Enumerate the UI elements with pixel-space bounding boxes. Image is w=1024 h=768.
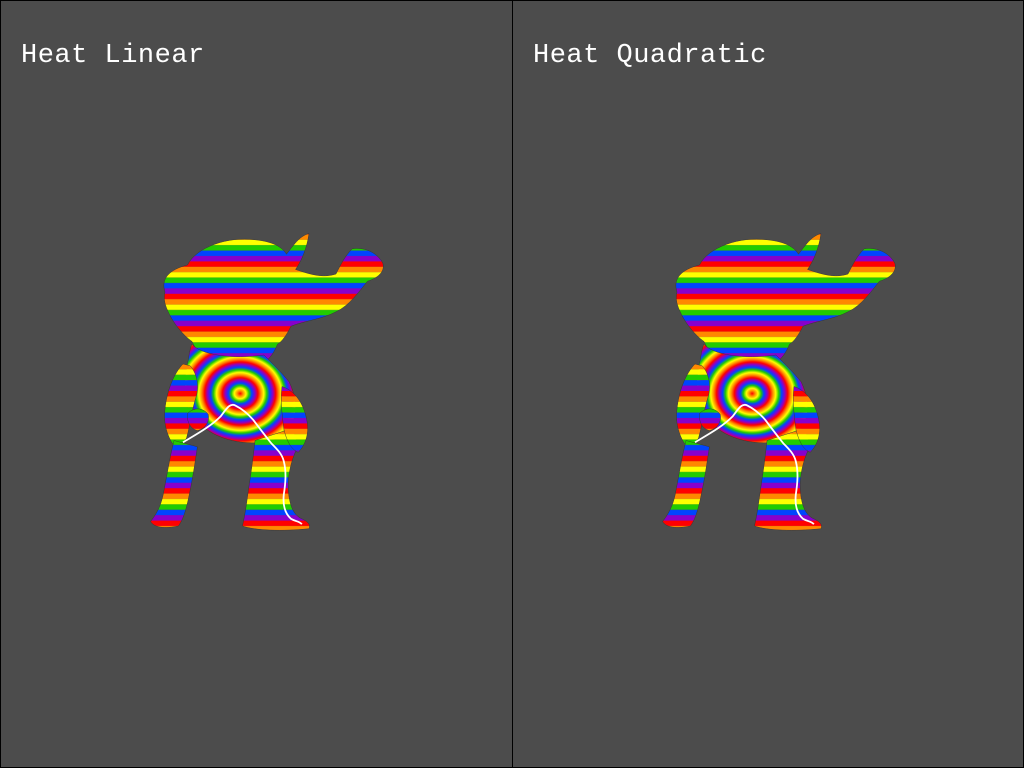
- viewport-heat-quadratic[interactable]: Heat Quadratic: [512, 0, 1024, 768]
- viewport-heat-linear[interactable]: Heat Linear: [0, 0, 512, 768]
- viewport-title: Heat Quadratic: [533, 41, 767, 71]
- armadillo-mesh-icon[interactable]: [1, 1, 512, 767]
- viewport-title: Heat Linear: [21, 41, 205, 71]
- armadillo-mesh-icon[interactable]: [513, 1, 1023, 767]
